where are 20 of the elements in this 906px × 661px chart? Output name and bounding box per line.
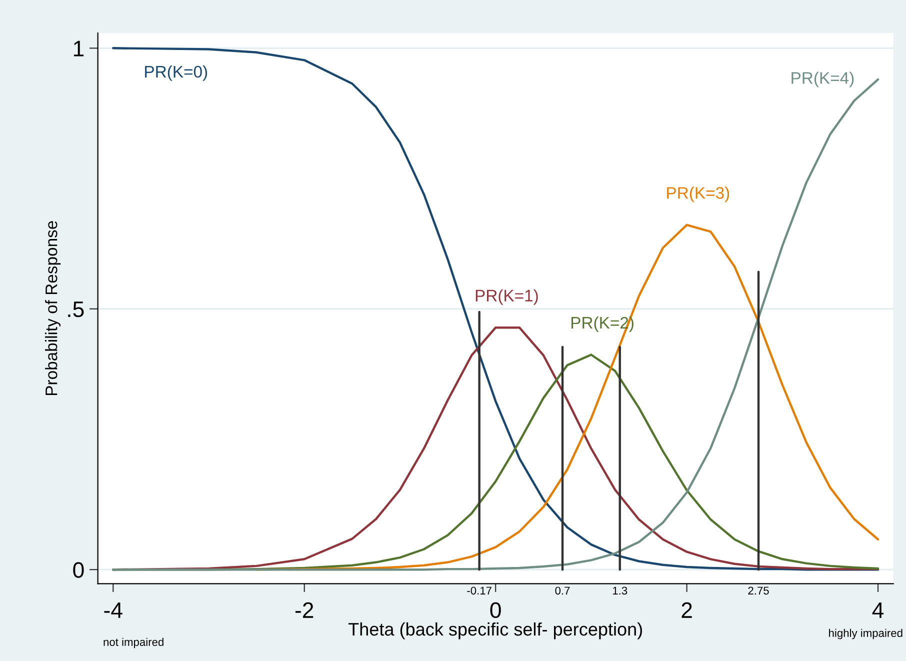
series-label: -0.17 bbox=[467, 586, 492, 595]
series-label: PR(K=4) bbox=[792, 72, 854, 88]
y-tick-label: .5 bbox=[68, 302, 84, 318]
y-axis-title: Probability of Response bbox=[45, 221, 61, 395]
text: not impaired bbox=[104, 638, 164, 648]
series-label: PR(K=0) bbox=[145, 65, 208, 81]
y-tick-label: 1 bbox=[74, 40, 84, 56]
series-label: PR(K=1) bbox=[476, 289, 538, 305]
text: highly impaired bbox=[829, 628, 902, 640]
series-label: 0.7 bbox=[555, 586, 570, 595]
series-label: PR(K=3) bbox=[667, 186, 730, 202]
x-tick-label: -2 bbox=[295, 602, 314, 618]
x-tick-label: 0 bbox=[490, 602, 501, 618]
x-tick-label: 2 bbox=[682, 602, 692, 618]
series-label: 1.3 bbox=[613, 586, 628, 595]
y-tick-label: 0 bbox=[73, 562, 84, 578]
series-label: 2.75 bbox=[748, 586, 769, 595]
x-tick-label: -4 bbox=[104, 602, 122, 618]
x-tick-label: 4 bbox=[872, 602, 884, 618]
x-axis-title: Theta (back specific self- perception) bbox=[348, 622, 642, 640]
